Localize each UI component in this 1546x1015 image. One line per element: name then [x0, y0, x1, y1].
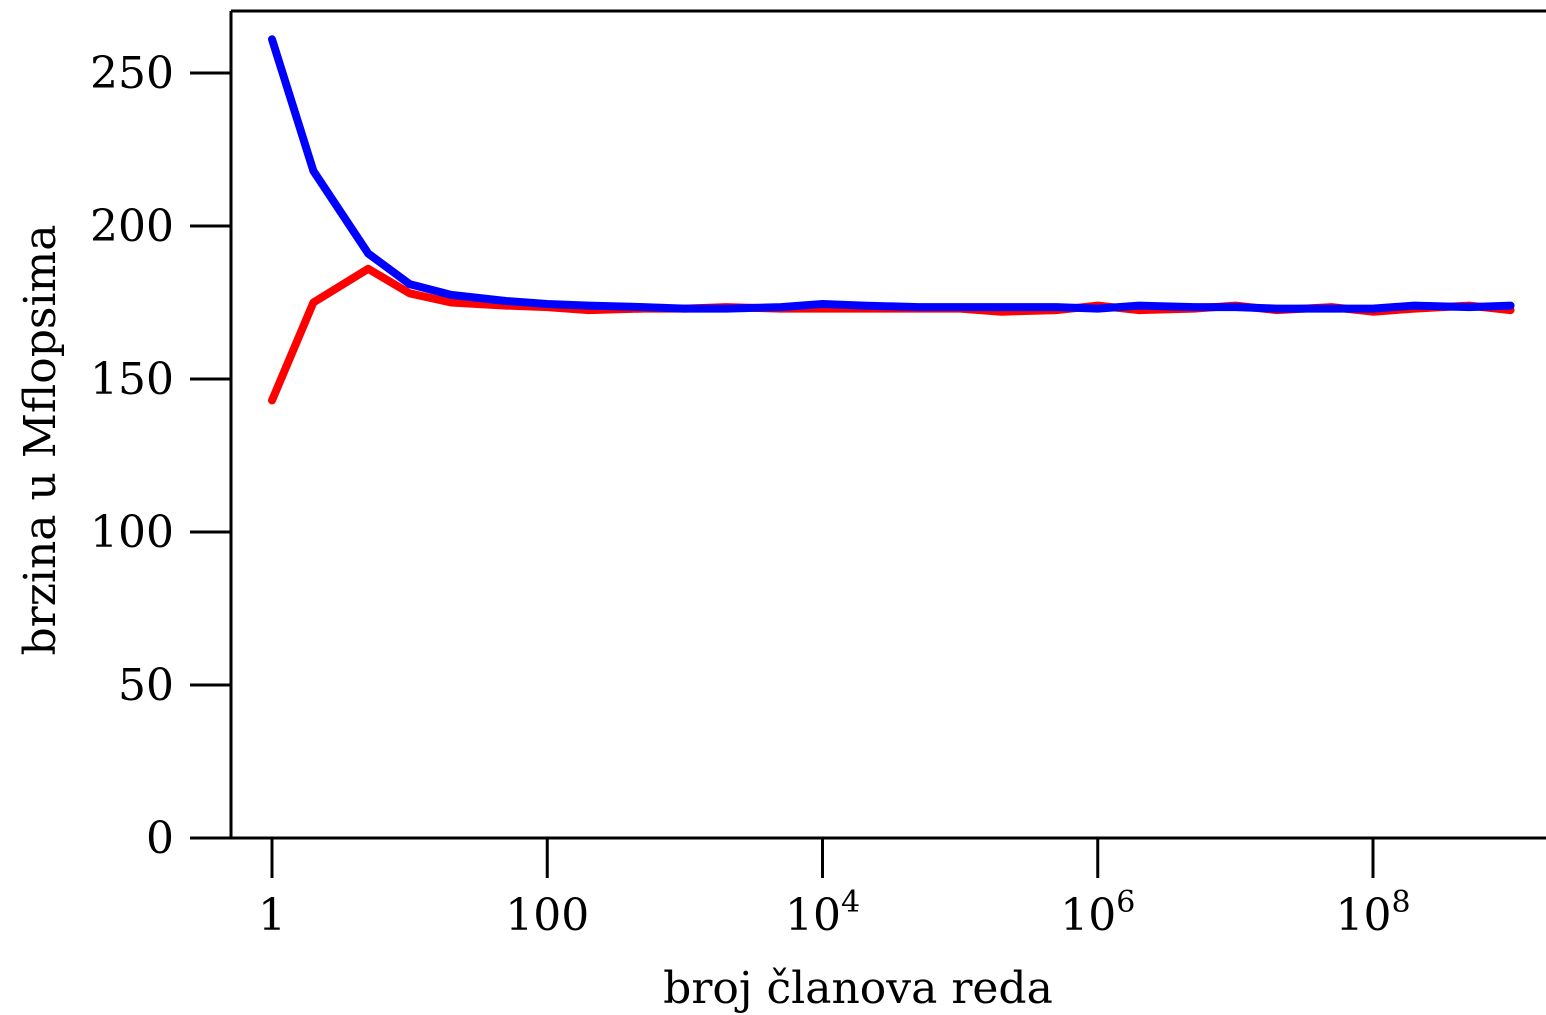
data-point: [1275, 307, 1279, 311]
y-axis-ticks: 0 50 100 150 200 250: [90, 48, 231, 864]
data-point: [270, 398, 274, 402]
series-2: [268, 35, 1515, 313]
data-point: [1509, 304, 1513, 308]
series-1: [268, 264, 1515, 405]
data-point: [270, 37, 274, 41]
data-point: [1330, 307, 1334, 311]
data-point: [958, 305, 962, 309]
data-point: [917, 305, 921, 309]
x-tick-label: 104: [785, 885, 860, 941]
data-point: [449, 301, 453, 305]
data-point: [1467, 305, 1471, 309]
data-point: [1412, 304, 1416, 308]
data-point: [779, 305, 783, 309]
data-point: [1096, 307, 1100, 311]
data-point: [449, 293, 453, 297]
data-point: [504, 299, 508, 303]
x-tick-label: 100: [505, 890, 589, 941]
y-tick-label: 0: [146, 813, 174, 864]
data-point: [1000, 305, 1004, 309]
data-point: [366, 252, 370, 256]
data-point: [683, 307, 687, 311]
y-tick-label: 200: [90, 201, 174, 252]
plot-frame: [190, 9, 1546, 840]
data-point: [1233, 305, 1237, 309]
data-point: [1054, 305, 1058, 309]
data-point: [862, 304, 866, 308]
y-tick-label: 150: [90, 354, 174, 405]
y-tick-label: 50: [118, 660, 174, 711]
data-point: [724, 307, 728, 311]
y-tick-label: 100: [90, 507, 174, 558]
series-line: [268, 264, 1515, 405]
data-point: [587, 304, 591, 308]
data-point: [545, 302, 549, 306]
data-point: [408, 291, 412, 295]
series-layer: [268, 35, 1515, 405]
data-point: [366, 267, 370, 271]
data-point: [1371, 307, 1375, 311]
y-axis-title: brzina u Mflopsima: [15, 225, 66, 656]
data-point: [408, 282, 412, 286]
y-tick-label: 250: [90, 48, 174, 99]
data-point: [1192, 305, 1196, 309]
data-point: [821, 302, 825, 306]
data-point: [311, 169, 315, 173]
x-axis-ticks: 1 100 104 106 108: [258, 838, 1411, 941]
x-tick-label: 1: [258, 890, 286, 941]
data-point: [641, 305, 645, 309]
data-point: [1137, 304, 1141, 308]
x-tick-label: 108: [1335, 885, 1410, 941]
data-point: [311, 301, 315, 305]
x-tick-label: 106: [1060, 885, 1135, 941]
series-line: [268, 35, 1515, 313]
x-axis-title: broj članova reda: [663, 963, 1053, 1014]
